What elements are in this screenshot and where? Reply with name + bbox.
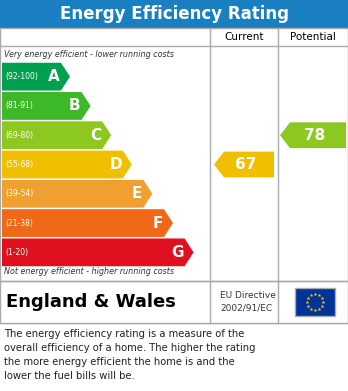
Text: lower the fuel bills will be.: lower the fuel bills will be.	[4, 371, 135, 381]
Text: EU Directive: EU Directive	[220, 292, 276, 301]
Text: Current: Current	[224, 32, 264, 42]
Text: D: D	[109, 157, 122, 172]
Bar	[0, 28, 348, 323]
Text: Potential: Potential	[290, 32, 336, 42]
Text: A: A	[48, 69, 60, 84]
Text: England & Wales: England & Wales	[6, 293, 176, 311]
Polygon shape	[214, 152, 274, 178]
Text: (1-20): (1-20)	[5, 248, 28, 257]
Text: (55-68): (55-68)	[5, 160, 33, 169]
Text: The energy efficiency rating is a measure of the: The energy efficiency rating is a measur…	[4, 329, 244, 339]
Polygon shape	[2, 121, 111, 149]
Polygon shape	[2, 92, 90, 120]
Text: 67: 67	[235, 157, 257, 172]
Bar	[295, 288, 335, 316]
Bar	[0, 281, 348, 323]
Text: C: C	[90, 128, 101, 143]
Text: (39-54): (39-54)	[5, 189, 33, 198]
Text: (92-100): (92-100)	[5, 72, 38, 81]
Text: Energy Efficiency Rating: Energy Efficiency Rating	[60, 5, 288, 23]
Polygon shape	[280, 122, 346, 148]
Text: E: E	[132, 186, 142, 201]
Text: 78: 78	[304, 128, 326, 143]
Text: (81-91): (81-91)	[5, 101, 33, 110]
Polygon shape	[2, 239, 193, 266]
Text: Very energy efficient - lower running costs: Very energy efficient - lower running co…	[4, 50, 174, 59]
Text: the more energy efficient the home is and the: the more energy efficient the home is an…	[4, 357, 235, 367]
Polygon shape	[2, 180, 152, 208]
Text: 2002/91/EC: 2002/91/EC	[220, 303, 272, 312]
Text: (69-80): (69-80)	[5, 131, 33, 140]
Bar	[0, 0, 348, 28]
Polygon shape	[2, 209, 173, 237]
Text: (21-38): (21-38)	[5, 219, 33, 228]
Text: overall efficiency of a home. The higher the rating: overall efficiency of a home. The higher…	[4, 343, 255, 353]
Text: G: G	[171, 245, 184, 260]
Polygon shape	[2, 63, 70, 91]
Text: Not energy efficient - higher running costs: Not energy efficient - higher running co…	[4, 267, 174, 276]
Polygon shape	[2, 151, 132, 178]
Text: F: F	[153, 215, 163, 231]
Text: B: B	[69, 99, 81, 113]
